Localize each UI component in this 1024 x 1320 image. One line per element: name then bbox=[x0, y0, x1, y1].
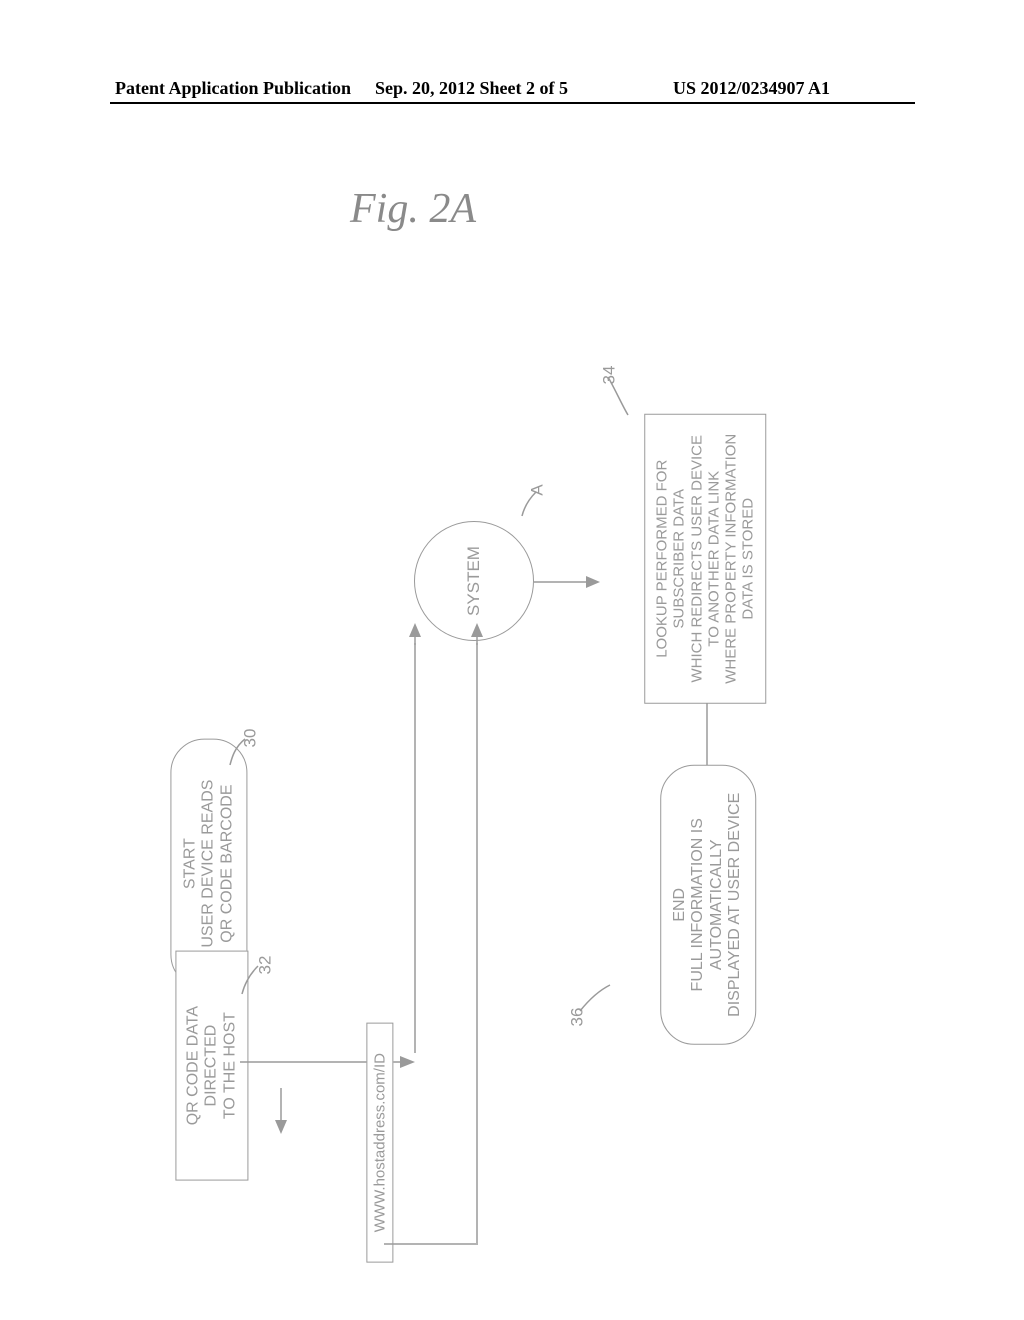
leader-36 bbox=[578, 983, 614, 1013]
node-url: WWW.hostaddress.com/ID bbox=[366, 1023, 393, 1263]
node-end: END FULL INFORMATION IS AUTOMATICALLY DI… bbox=[660, 765, 756, 1045]
arrow-into-system bbox=[408, 623, 422, 645]
node-end-line0: END bbox=[671, 784, 689, 1026]
header-divider bbox=[110, 102, 915, 104]
node-lookup-line2: WHICH REDIRECTS USER DEVICE bbox=[688, 427, 705, 691]
leader-30 bbox=[230, 737, 270, 767]
leader-32 bbox=[242, 964, 282, 996]
page: Patent Application Publication Sep. 20, … bbox=[0, 0, 1024, 1320]
node-lookup-line5: DATA IS STORED bbox=[740, 427, 757, 691]
arrow-url-into-system bbox=[468, 623, 486, 645]
node-url-line0: WWW.hostaddress.com/ID bbox=[371, 1053, 388, 1232]
node-lookup-line0: LOOKUP PERFORMED FOR bbox=[653, 427, 670, 691]
node-start-line0: START bbox=[181, 758, 199, 970]
figure-label: Fig. 2A bbox=[350, 185, 476, 233]
node-lookup-line4: WHERE PROPERTY INFORMATION bbox=[722, 427, 739, 691]
leader-a bbox=[522, 490, 552, 518]
node-qr-host: QR CODE DATA DIRECTED TO THE HOST bbox=[175, 951, 248, 1181]
header-left: Patent Application Publication bbox=[115, 78, 351, 99]
node-lookup-line3: TO ANOTHER DATA LINK bbox=[705, 427, 722, 691]
connector-url-system-v bbox=[470, 643, 484, 1243]
connector-url-horiz bbox=[384, 1237, 484, 1251]
header-right: US 2012/0234907 A1 bbox=[673, 78, 830, 99]
arrow-qrhost-to-url bbox=[274, 1088, 288, 1134]
node-end-line3: DISPLAYED AT USER DEVICE bbox=[726, 784, 744, 1026]
node-start-line2: QR CODE BARCODE bbox=[218, 758, 236, 970]
node-system-line0: SYSTEM bbox=[464, 546, 484, 616]
node-end-line2: AUTOMATICALLY bbox=[708, 784, 726, 1026]
node-qr-host-line0: QR CODE DATA DIRECTED bbox=[184, 964, 221, 1168]
node-end-line1: FULL INFORMATION IS bbox=[690, 784, 708, 1026]
node-lookup-line1: SUBSCRIBER DATA bbox=[671, 427, 688, 691]
connector-qrhost-system-v bbox=[408, 643, 422, 1053]
node-lookup: LOOKUP PERFORMED FOR SUBSCRIBER DATA WHI… bbox=[644, 414, 766, 704]
node-qr-host-line1: TO THE HOST bbox=[221, 964, 239, 1168]
arrow-system-to-lookup bbox=[534, 575, 600, 589]
figure-2a: Fig. 2A START USER DEVICE READS QR CODE … bbox=[150, 175, 870, 1215]
header-center: Sep. 20, 2012 Sheet 2 of 5 bbox=[375, 78, 568, 99]
node-start-line1: USER DEVICE READS bbox=[200, 758, 218, 970]
leader-34 bbox=[606, 375, 636, 417]
